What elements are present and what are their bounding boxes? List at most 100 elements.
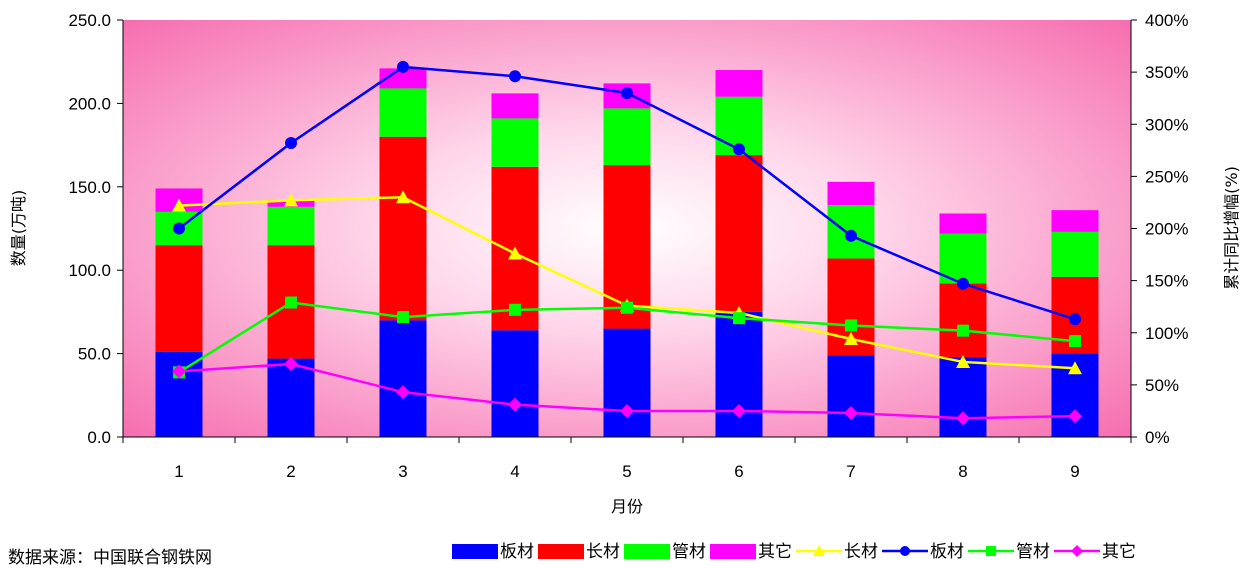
bar-板材 xyxy=(379,320,427,437)
y2-tick-label: 150% xyxy=(1145,272,1188,291)
y-tick-label: 150.0 xyxy=(68,178,111,197)
point-其它 xyxy=(1068,409,1082,424)
y2-tick-label: 50% xyxy=(1145,376,1179,395)
point-其它 xyxy=(956,411,970,426)
legend-swatch-其它 xyxy=(710,544,756,559)
bar-其它 xyxy=(1051,210,1099,232)
point-长材 xyxy=(284,193,298,207)
bar-长材 xyxy=(155,245,203,352)
bar-管材 xyxy=(603,108,651,166)
bar-板材 xyxy=(715,311,763,437)
bar-长材 xyxy=(379,136,427,321)
legend: 板材 长材 管材 其它 长材 板材 管材 其它 xyxy=(452,542,1136,562)
legend-swatch-管材 xyxy=(624,544,670,559)
point-管材 xyxy=(957,324,969,337)
bar-板材 xyxy=(603,328,651,437)
point-其它 xyxy=(844,406,858,421)
x-tick-label: 1 xyxy=(174,462,183,481)
bar-板材 xyxy=(267,358,315,437)
legend-label-板材: 板材 xyxy=(930,542,964,562)
legend-label-长材: 长材 xyxy=(844,542,878,562)
bar-长材 xyxy=(939,283,987,357)
point-长材 xyxy=(508,246,522,260)
point-管材 xyxy=(1069,335,1081,348)
point-其它 xyxy=(284,357,298,372)
x-axis-label: 月份 xyxy=(611,497,643,516)
y-tick-label: 250.0 xyxy=(68,11,111,30)
point-板材 xyxy=(957,277,969,290)
y2-tick-label: 200% xyxy=(1145,220,1188,239)
point-板材 xyxy=(1069,313,1081,326)
point-板材 xyxy=(397,60,409,73)
legend-label-管材: 管材 xyxy=(672,542,706,562)
y-tick-label: 50.0 xyxy=(78,345,111,364)
y2-tick-label: 100% xyxy=(1145,324,1188,343)
point-其它 xyxy=(172,364,186,379)
y-tick-label: 200.0 xyxy=(68,94,111,113)
bar-板材 xyxy=(491,330,539,437)
legend-label-其它: 其它 xyxy=(1102,542,1136,562)
point-板材 xyxy=(733,143,745,156)
legend-marker-其它 xyxy=(1071,545,1083,557)
bar-其它 xyxy=(379,68,427,89)
point-其它 xyxy=(732,403,746,418)
point-长材 xyxy=(956,354,970,368)
legend-marker-长材 xyxy=(813,545,825,556)
point-板材 xyxy=(845,229,857,242)
bar-其它 xyxy=(715,70,763,97)
y-tick-label: 100.0 xyxy=(68,261,111,280)
bar-管材 xyxy=(379,88,427,137)
bar-长材 xyxy=(715,155,763,312)
point-管材 xyxy=(285,296,297,309)
y2-axis-label: 累计同比增幅(%) xyxy=(1222,166,1241,290)
data-source-note: 数据来源：中国联合钢铁网 xyxy=(8,548,212,568)
point-其它 xyxy=(620,403,634,418)
legend-label-管材: 管材 xyxy=(1016,542,1050,562)
bar-管材 xyxy=(939,233,987,284)
x-tick-label: 2 xyxy=(286,462,295,481)
legend-swatch-长材 xyxy=(538,544,584,559)
point-管材 xyxy=(509,303,521,316)
x-tick-label: 8 xyxy=(958,462,967,481)
bar-其它 xyxy=(939,213,987,234)
point-其它 xyxy=(396,385,410,400)
point-其它 xyxy=(508,397,522,412)
y2-tick-label: 0% xyxy=(1145,428,1170,447)
y2-tick-label: 300% xyxy=(1145,115,1188,134)
legend-swatch-板材 xyxy=(452,544,498,559)
point-板材 xyxy=(173,222,185,235)
bar-板材 xyxy=(827,355,875,437)
x-tick-label: 9 xyxy=(1070,462,1079,481)
y-axis-label: 数量(万吨) xyxy=(9,190,28,267)
line-layer xyxy=(172,60,1082,426)
legend-marker-管材 xyxy=(986,546,996,556)
legend-label-板材: 板材 xyxy=(500,542,534,562)
point-管材 xyxy=(621,301,633,314)
point-管材 xyxy=(397,311,409,324)
bar-管材 xyxy=(267,206,315,246)
point-长材 xyxy=(844,332,858,346)
point-长材 xyxy=(396,190,410,204)
y2-tick-label: 350% xyxy=(1145,63,1188,82)
bar-管材 xyxy=(491,118,539,167)
x-tick-label: 6 xyxy=(734,462,743,481)
x-tick-label: 7 xyxy=(846,462,855,481)
point-板材 xyxy=(285,137,297,150)
axes-layer: 0.0 50.0 100.0 150.0 200.0 250.0 0% 50% 100% 150%… xyxy=(68,11,1188,481)
point-板材 xyxy=(509,70,521,83)
point-长材 xyxy=(1068,361,1082,375)
legend-marker-板材 xyxy=(900,546,910,556)
bar-管材 xyxy=(1051,231,1099,277)
legend-label-其它: 其它 xyxy=(758,542,792,562)
point-管材 xyxy=(845,319,857,332)
x-tick-label: 3 xyxy=(398,462,407,481)
x-tick-label: 4 xyxy=(510,462,519,481)
bar-其它 xyxy=(827,181,875,206)
point-管材 xyxy=(733,312,745,325)
x-tick-label: 5 xyxy=(622,462,631,481)
point-板材 xyxy=(621,86,633,99)
y2-tick-label: 400% xyxy=(1145,11,1188,30)
y-tick-label: 0.0 xyxy=(87,428,111,447)
point-长材 xyxy=(172,198,186,212)
